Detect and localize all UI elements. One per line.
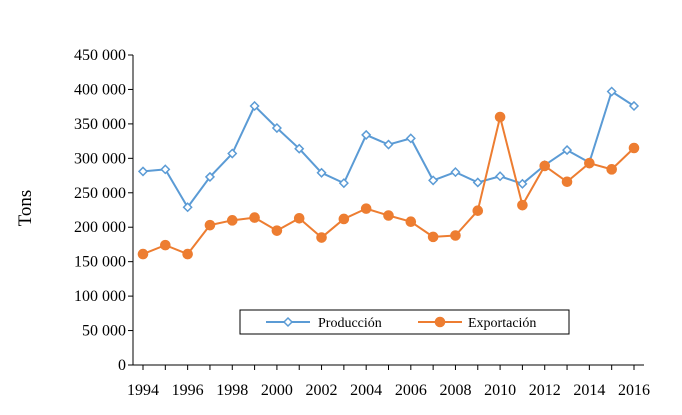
x-tick-label: 2014 <box>573 382 605 399</box>
data-point <box>316 167 327 178</box>
y-tick-label: 0 <box>118 357 126 374</box>
data-point <box>137 248 149 260</box>
data-point <box>316 232 327 243</box>
y-axis-title: Tons <box>15 190 36 227</box>
legend-label: Exportación <box>468 316 536 331</box>
data-point <box>561 176 573 188</box>
data-point <box>182 202 193 213</box>
y-tick-label: 350 000 <box>74 116 126 133</box>
data-point <box>227 148 238 159</box>
data-point <box>472 205 484 216</box>
data-point <box>160 239 171 251</box>
series-exportacion <box>137 111 640 260</box>
data-point <box>137 166 149 177</box>
y-tick-label: 300 000 <box>74 150 126 167</box>
x-tick-label: 2010 <box>484 382 516 399</box>
data-point <box>628 100 640 112</box>
x-tick-label: 2008 <box>439 382 471 399</box>
data-point <box>160 164 171 175</box>
y-tick-label: 250 000 <box>74 185 126 202</box>
data-point <box>494 111 506 123</box>
legend-marker <box>434 316 446 328</box>
legend: Producción Exportación <box>239 309 570 335</box>
data-point <box>450 230 461 241</box>
data-point <box>293 212 305 224</box>
data-point <box>606 86 617 97</box>
x-tick-label: 2006 <box>395 382 427 399</box>
data-point <box>204 219 216 231</box>
data-point <box>383 139 394 150</box>
y-tick-label: 50 000 <box>82 323 126 340</box>
data-point <box>294 143 305 154</box>
x-tick-label: 1996 <box>172 382 204 399</box>
data-point <box>495 171 506 182</box>
data-point <box>517 178 528 189</box>
data-point <box>405 216 417 228</box>
data-point <box>606 164 617 175</box>
data-point <box>539 160 551 172</box>
data-point <box>584 157 595 169</box>
y-tick-label: 100 000 <box>74 288 126 305</box>
x-tick-label: 2004 <box>350 382 382 399</box>
x-tick-label: 2002 <box>306 382 338 399</box>
data-point <box>182 248 193 260</box>
data-point <box>249 100 260 112</box>
legend-marker <box>282 316 294 328</box>
legend-label: Producción <box>318 316 382 331</box>
data-point <box>338 213 350 225</box>
data-point <box>405 133 416 144</box>
data-point <box>628 142 640 154</box>
data-point <box>338 178 349 189</box>
y-tick-label: 200 000 <box>74 219 126 236</box>
data-point <box>271 122 282 134</box>
data-point <box>561 145 573 156</box>
y-tick-label: 150 000 <box>74 254 126 271</box>
y-tick-label: 450 000 <box>74 47 126 64</box>
data-point <box>427 231 439 243</box>
x-tick-label: 2016 <box>618 382 650 399</box>
x-tick-label: 2000 <box>261 382 293 399</box>
data-point <box>360 203 372 214</box>
data-point <box>361 129 372 140</box>
x-tick-label: 2012 <box>529 382 561 399</box>
data-point <box>383 210 394 221</box>
x-tick-label: 1994 <box>127 382 159 399</box>
data-point <box>204 171 216 182</box>
data-point <box>271 225 283 236</box>
data-point <box>472 177 483 188</box>
data-point <box>517 199 528 211</box>
series-produccion <box>137 86 640 213</box>
x-tick-label: 1998 <box>216 382 248 399</box>
series-line <box>142 116 635 256</box>
data-point <box>226 215 238 226</box>
y-tick-label: 400 000 <box>74 81 126 98</box>
data-point <box>450 167 461 178</box>
data-point <box>428 175 439 186</box>
data-point <box>249 212 260 223</box>
